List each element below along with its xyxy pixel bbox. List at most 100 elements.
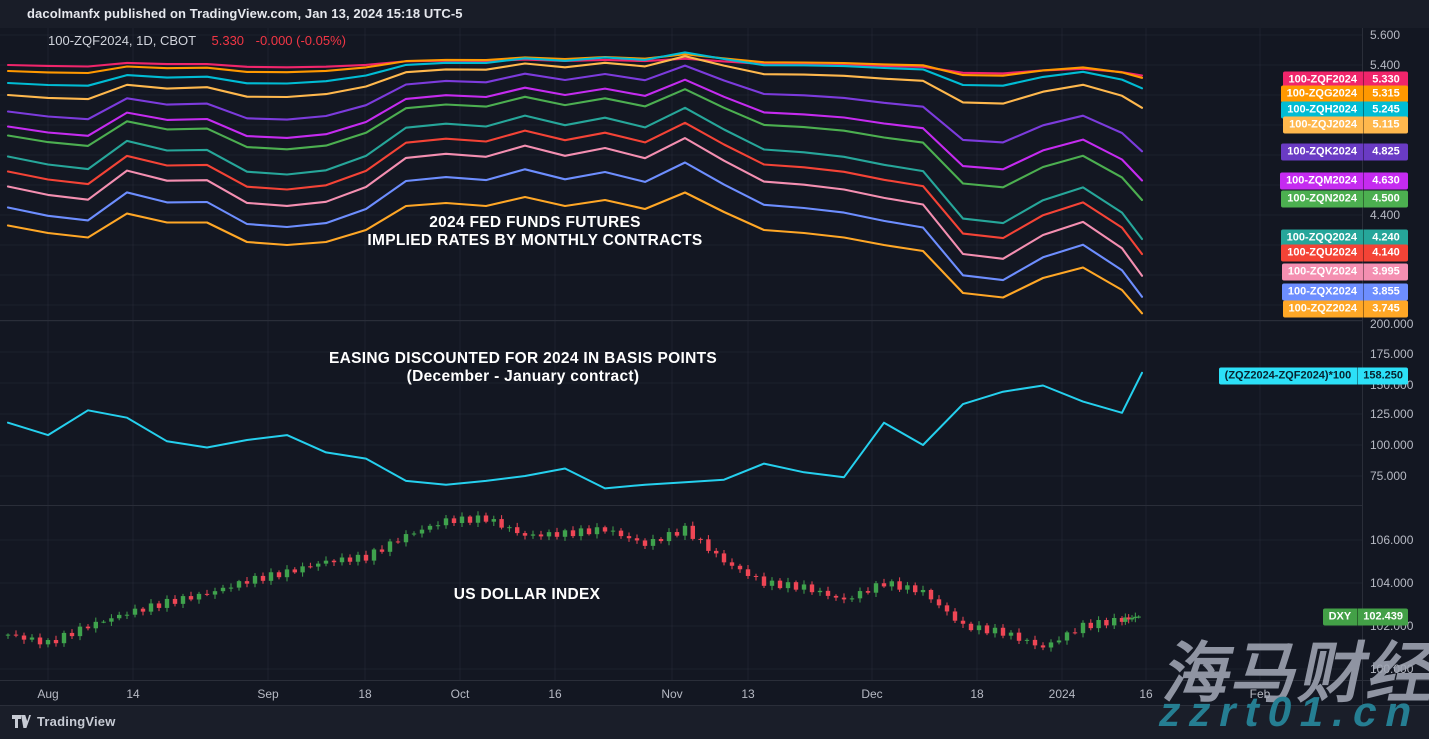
candle-body bbox=[13, 634, 19, 636]
price-badge-name: 100-ZQU2024 bbox=[1281, 244, 1364, 262]
candle-body bbox=[714, 550, 719, 554]
price-badge-value: 4.630 bbox=[1372, 174, 1400, 187]
price-badge-value: 4.140 bbox=[1372, 246, 1400, 259]
candle-body bbox=[992, 627, 998, 634]
price-badge-dxy: DXY 102.439 bbox=[1322, 608, 1408, 626]
candle-body bbox=[952, 611, 958, 621]
candle-body bbox=[308, 566, 313, 568]
candle-body bbox=[451, 518, 457, 524]
candle-body bbox=[109, 618, 114, 622]
price-axis-label: 100.000 bbox=[1370, 662, 1414, 676]
price-badge-100-zqj2024: 100-ZQJ2024 5.115 bbox=[1283, 116, 1408, 134]
futures-line-100-zqu2024 bbox=[6, 121, 1144, 256]
candle-body bbox=[650, 539, 656, 546]
candle-body bbox=[602, 527, 608, 532]
candle-body bbox=[483, 515, 489, 522]
candle-body bbox=[1056, 640, 1062, 643]
candle-body bbox=[395, 541, 401, 543]
candle-body bbox=[976, 625, 982, 631]
price-axis-label: 125.000 bbox=[1370, 407, 1414, 421]
candle-body bbox=[594, 527, 600, 535]
candle-body bbox=[93, 621, 98, 629]
candle-body bbox=[5, 634, 11, 636]
time-axis-label: Aug bbox=[37, 687, 59, 701]
candle-body bbox=[968, 623, 974, 631]
price-badge-100-zqq2024: 100-ZQQ2024 4.240 bbox=[1280, 229, 1408, 247]
price-badge-100-zqn2024: 100-ZQN2024 4.500 bbox=[1281, 190, 1408, 208]
futures-line-100-zqh2024 bbox=[6, 51, 1144, 90]
candle-body bbox=[61, 632, 67, 644]
candle-body bbox=[944, 605, 950, 612]
candle-body bbox=[913, 585, 918, 593]
futures-line-100-zqz2024 bbox=[6, 191, 1144, 315]
price-axis-label: 75.000 bbox=[1370, 469, 1407, 483]
price-badge-100-zqg2024: 100-ZQG2024 5.315 bbox=[1280, 85, 1408, 103]
candle-body bbox=[642, 540, 648, 546]
candle-body bbox=[1024, 639, 1030, 641]
candle-body bbox=[833, 595, 839, 598]
price-badge-name: DXY bbox=[1323, 608, 1359, 626]
candle-body bbox=[1088, 622, 1093, 629]
candle-body bbox=[85, 626, 91, 629]
candle-body bbox=[284, 569, 290, 578]
candle-body bbox=[292, 569, 297, 573]
candle-body bbox=[889, 581, 894, 587]
candle-body bbox=[881, 583, 887, 587]
price-badge-100-zqu2024: 100-ZQU2024 4.140 bbox=[1281, 244, 1408, 262]
candle-body bbox=[721, 553, 727, 563]
watermark-url: zzrt01.cn bbox=[1155, 688, 1427, 735]
futures-line-100-zqn2024 bbox=[6, 88, 1144, 202]
price-badge-name: 100-ZQF2024 bbox=[1283, 71, 1364, 89]
candle-body bbox=[936, 599, 942, 606]
candle-body bbox=[610, 530, 616, 532]
price-axis-label: 5.600 bbox=[1370, 28, 1401, 42]
candle-body bbox=[403, 534, 409, 543]
candle-body bbox=[729, 562, 735, 566]
candle-body bbox=[419, 529, 425, 534]
price-badge-100-zqz2024: 100-ZQZ2024 3.745 bbox=[1282, 300, 1408, 318]
price-axis-label: 100.000 bbox=[1370, 438, 1414, 452]
chart-legend: 100-ZQF2024, 1D, CBOT 5.330 -0.000 (-0.0… bbox=[48, 33, 346, 48]
price-badge-value: 158.250 bbox=[1363, 369, 1403, 382]
candle-body bbox=[873, 583, 879, 593]
candle-body bbox=[29, 637, 35, 640]
candle-body bbox=[244, 581, 250, 584]
candle-body bbox=[252, 575, 258, 584]
candle-body bbox=[674, 532, 680, 536]
annotation-dxy: US DOLLAR INDEX bbox=[454, 586, 601, 604]
candle-body bbox=[698, 538, 703, 540]
candle-body bbox=[21, 635, 27, 640]
candle-body bbox=[220, 587, 226, 592]
candle-body bbox=[101, 621, 106, 623]
candle-body bbox=[849, 598, 855, 600]
candle-body bbox=[515, 527, 520, 534]
candle-body bbox=[379, 549, 385, 552]
candle-body bbox=[626, 536, 632, 539]
price-badge-100-zqm2024: 100-ZQM2024 4.630 bbox=[1280, 172, 1408, 190]
candle-body bbox=[634, 538, 640, 541]
price-badge-name: 100-ZQQ2024 bbox=[1281, 229, 1364, 247]
candle-body bbox=[411, 533, 417, 535]
easing-spread-line bbox=[7, 371, 1143, 490]
candle-body bbox=[793, 582, 799, 590]
candle-body bbox=[236, 581, 242, 588]
candle-body bbox=[427, 525, 433, 530]
candle-body bbox=[53, 640, 59, 644]
annotation-fed-funds: 2024 FED FUNDS FUTURES IMPLIED RATES BY … bbox=[367, 214, 702, 250]
tradingview-brand[interactable]: TradingView bbox=[12, 714, 116, 729]
candle-body bbox=[300, 566, 305, 573]
legend-symbol[interactable]: 100-ZQF2024, 1D, CBOT bbox=[48, 33, 196, 48]
price-badge-value: 4.240 bbox=[1372, 231, 1400, 244]
price-axis-label: 200.000 bbox=[1370, 317, 1414, 331]
price-badge-name: 100-ZQM2024 bbox=[1280, 172, 1364, 190]
price-badge-value: 3.745 bbox=[1372, 302, 1400, 315]
candle-body bbox=[140, 608, 146, 612]
candle-body bbox=[268, 572, 274, 581]
price-badge-name: 100-ZQN2024 bbox=[1281, 190, 1364, 208]
candle-body bbox=[196, 593, 202, 600]
price-badge-100-zqh2024: 100-ZQH2024 5.245 bbox=[1281, 101, 1408, 119]
price-axis-label: 4.400 bbox=[1370, 208, 1401, 222]
candle-body bbox=[467, 516, 473, 523]
futures-line-100-zqj2024 bbox=[6, 55, 1144, 109]
